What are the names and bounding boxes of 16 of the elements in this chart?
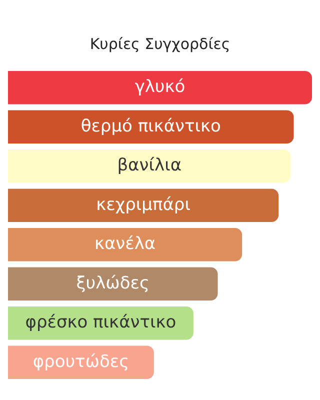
bar [8,228,242,262]
y-tick-label: φρέσκο πικάντικο [25,312,176,333]
bar [8,188,279,222]
bar [8,149,291,183]
y-tick-label: κεχριμπάρι [96,194,191,215]
y-tick-label: θερμό πικάντικο [80,116,221,136]
bar [8,346,154,380]
bar [8,70,312,104]
y-tick-label: κανέλα [94,234,156,254]
bar [8,110,294,144]
y-tick-label: ξυλώδες [76,273,150,294]
bar [8,267,218,301]
y-tick-label: γλυκό [134,77,186,98]
y-tick-label: βανίλια [117,156,182,176]
y-tick-label: φρουτώδες [32,352,130,372]
chart-title: Κυρίες Συγχορδίες [90,34,230,53]
